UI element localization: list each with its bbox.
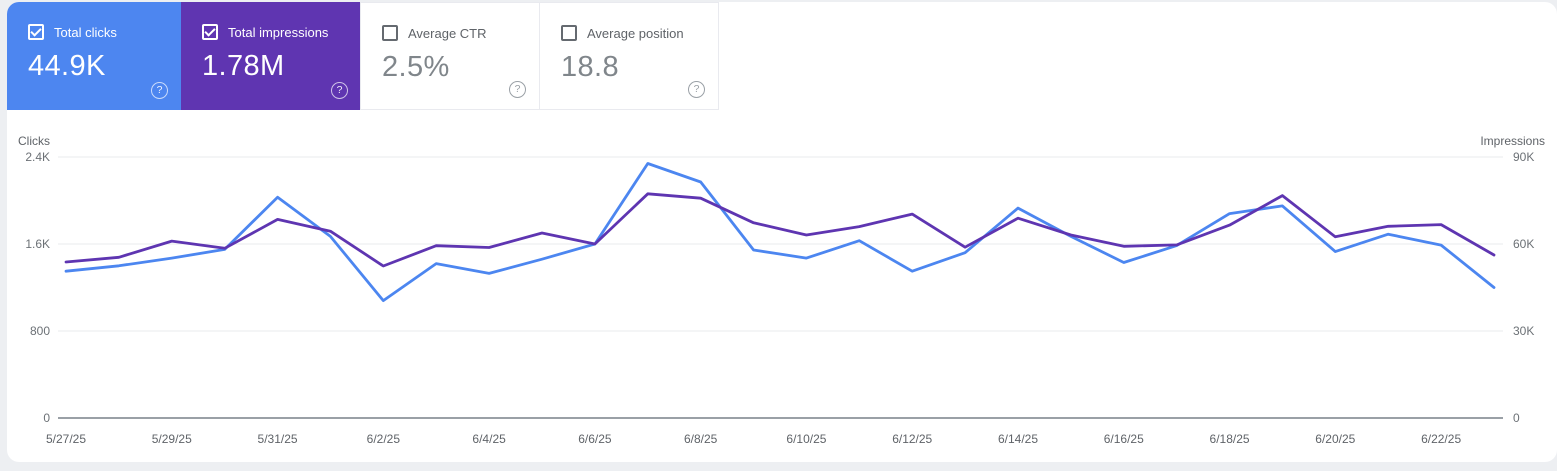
x-axis-date-label: 6/16/25 [1103,432,1144,446]
card-header: Total clicks [28,24,181,40]
average-position-checkbox[interactable] [561,25,577,41]
card-label: Total impressions [228,24,329,40]
x-axis-date-label: 6/14/25 [997,432,1039,446]
card-total-impressions[interactable]: Total impressions 1.78M ? [181,2,361,110]
card-header: Average position [561,25,718,41]
help-icon[interactable]: ? [509,81,526,98]
right-axis-tick: 0 [1513,411,1520,425]
x-axis-date-label: 6/4/25 [472,432,506,446]
card-label: Total clicks [54,24,117,40]
total-clicks-checkbox[interactable] [28,24,44,40]
x-axis-date-label: 5/31/25 [257,432,298,446]
impressions-line [64,192,1496,268]
card-label: Average CTR [408,25,487,41]
x-axis-date-label: 6/20/25 [1315,432,1356,446]
x-axis-date-label: 6/2/25 [366,432,401,446]
left-axis-tick: 800 [29,324,50,338]
x-axis-date-label: 6/6/25 [578,432,612,446]
right-axis-title: Impressions [1480,134,1545,148]
card-average-position[interactable]: Average position 18.8 ? [539,2,719,110]
card-header: Total impressions [202,24,361,40]
left-axis-tick: 1.6K [25,237,50,251]
card-average-ctr[interactable]: Average CTR 2.5% ? [360,2,540,110]
x-axis-date-label: 6/12/25 [892,432,933,446]
right-axis-tick: 30K [1513,324,1535,338]
left-axis-tick: 0 [43,411,50,425]
card-total-clicks[interactable]: Total clicks 44.9K ? [7,2,181,110]
average-ctr-value: 2.5% [382,51,450,83]
help-icon[interactable]: ? [151,82,168,99]
card-header: Average CTR [382,25,539,41]
average-position-value: 18.8 [561,51,620,83]
help-icon[interactable]: ? [688,81,705,98]
left-axis-title: Clicks [18,134,50,148]
x-axis-date-label: 5/27/25 [45,432,87,446]
left-axis-tick: 2.4K [25,150,50,164]
clicks-line [64,162,1496,303]
x-axis-date-label: 5/29/25 [151,432,192,446]
total-clicks-value: 44.9K [28,50,106,82]
performance-panel: Total clicks 44.9K ? Total impressions 1… [7,2,1557,462]
help-icon[interactable]: ? [331,82,348,99]
metric-cards: Total clicks 44.9K ? Total impressions 1… [7,2,1557,110]
x-axis-date-label: 6/22/25 [1421,432,1462,446]
card-label: Average position [587,25,684,41]
average-ctr-checkbox[interactable] [382,25,398,41]
total-impressions-value: 1.78M [202,50,285,82]
x-axis-date-label: 6/8/25 [683,432,718,446]
total-impressions-checkbox[interactable] [202,24,218,40]
right-axis-tick: 60K [1513,237,1535,251]
x-axis-date-label: 6/10/25 [786,432,827,446]
x-axis-date-label: 6/18/25 [1209,432,1250,446]
right-axis-tick: 90K [1513,150,1535,164]
